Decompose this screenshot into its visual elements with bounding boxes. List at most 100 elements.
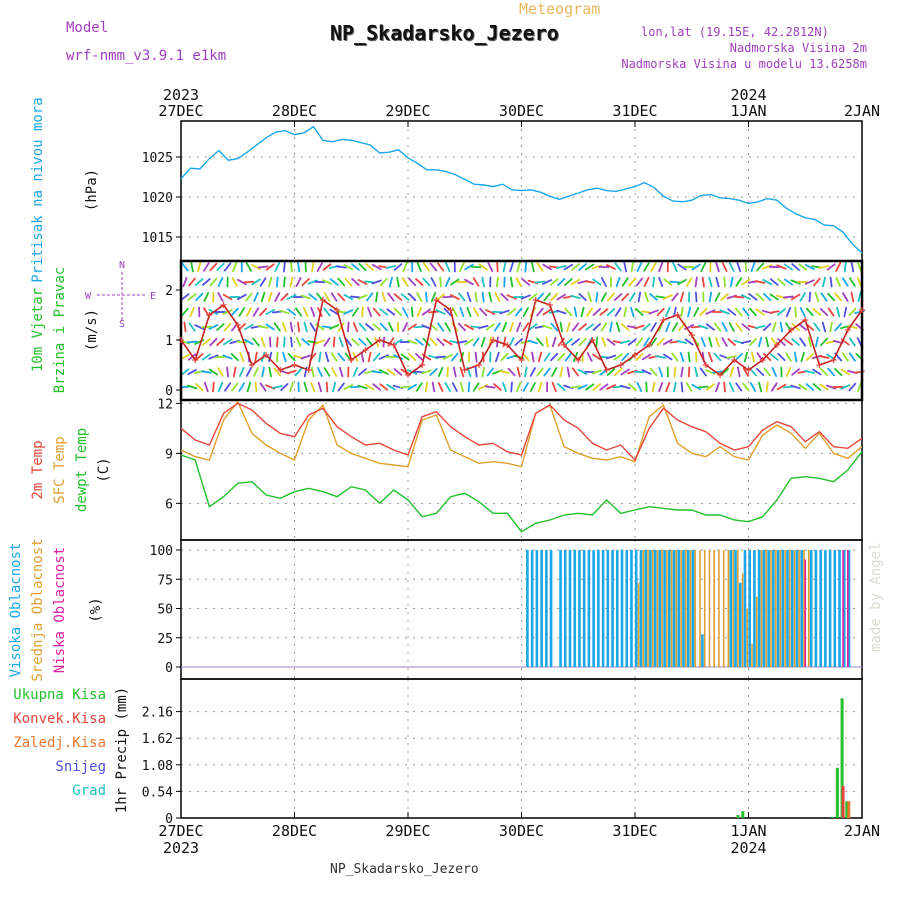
wind-arrow — [350, 295, 361, 299]
wind-arrow — [791, 368, 801, 376]
wind-arrow — [777, 278, 786, 286]
cloud-axis-label-high: Visoka Oblacnost — [8, 543, 24, 678]
altitude-label: Nadmorska Visina 2m — [729, 41, 867, 55]
wind-arrow — [273, 322, 281, 332]
wind-arrow — [252, 307, 260, 317]
wind-arrow — [818, 265, 830, 269]
wind-arrow — [776, 383, 787, 391]
wind-arrow — [591, 369, 602, 375]
precip-axis-label: 1hr Precip (mm) — [114, 687, 130, 813]
wind-arrow — [613, 293, 623, 301]
wind-arrow — [351, 278, 360, 286]
wind-arrow — [188, 277, 196, 287]
wind-arrow — [222, 354, 233, 360]
wind-arrow — [245, 307, 252, 317]
wind-arrow — [793, 351, 798, 363]
compass-w-label: W — [85, 291, 92, 302]
wind-arrow — [531, 261, 535, 273]
wind-arrow — [437, 382, 444, 392]
wind-arrow — [311, 366, 315, 378]
wind-arrow — [254, 351, 258, 363]
wind-arrow — [676, 340, 688, 344]
wind-arrow — [443, 307, 452, 317]
wind-arrow — [804, 370, 816, 374]
wind-arrow — [843, 306, 848, 318]
cloud-axis-label-mid: Srednja Oblacnost — [30, 538, 46, 681]
wind-speed-marker — [702, 362, 709, 368]
wind-arrow — [230, 352, 239, 362]
wind-arrow — [459, 381, 464, 393]
wind-arrow — [698, 324, 709, 330]
wind-arrow — [442, 295, 454, 299]
wind-arrow — [658, 261, 664, 273]
wind-arrow — [635, 352, 644, 362]
wind-arrow — [203, 292, 210, 302]
wind-arrow — [486, 367, 494, 377]
wind-arrow — [297, 261, 301, 273]
wind-arrow — [442, 354, 453, 360]
wind-speed-marker — [362, 347, 369, 353]
wind-arrow — [641, 353, 652, 361]
wind-arrow — [381, 291, 387, 303]
wind-arrow — [413, 325, 425, 329]
wind-arrow — [705, 383, 715, 391]
wind-arrow — [280, 292, 289, 302]
wind-arrow — [805, 383, 815, 391]
wind-arrow — [422, 337, 431, 347]
model-altitude-label: Nadmorska Visina u modelu 13.6258m — [621, 57, 867, 71]
wind-arrow — [387, 292, 395, 302]
wind-arrow — [643, 262, 650, 272]
wind-arrow — [287, 352, 296, 362]
top-day-label: 31DEC — [612, 102, 657, 120]
wind-arrow — [201, 338, 211, 346]
wind-speed-marker — [348, 357, 355, 363]
wind-arrow — [415, 382, 423, 392]
temp-tick-label: 9 — [165, 447, 173, 462]
wind-arrow — [655, 355, 667, 359]
wind-arrow — [203, 381, 209, 393]
wind-arrow — [245, 367, 252, 377]
wind-arrow — [337, 292, 346, 302]
wind-arrow — [500, 352, 509, 362]
wind-arrow — [679, 291, 685, 303]
wind-arrow — [790, 279, 801, 285]
wind-arrow — [230, 307, 239, 317]
wind-speed-marker — [220, 302, 227, 308]
wind-arrow — [721, 322, 728, 332]
wind-arrow — [680, 366, 684, 378]
wind-arrow — [217, 292, 224, 302]
wind-arrow — [843, 261, 847, 273]
wind-arrow — [534, 280, 546, 284]
wind-arrow — [224, 382, 232, 392]
wind-arrow — [804, 279, 815, 285]
wind-arrow — [223, 262, 232, 272]
wind-arrow — [790, 293, 801, 301]
wind-arrow — [467, 381, 471, 393]
wind-arrow — [416, 306, 422, 318]
wind-speed-marker — [859, 307, 865, 313]
wind-arrow — [720, 293, 729, 301]
wind-arrow — [365, 292, 374, 302]
wind-arrow — [758, 336, 763, 348]
wind-arrow — [708, 276, 713, 288]
wind-arrow — [721, 337, 728, 347]
wind-arrow — [343, 384, 354, 390]
wind-arrow — [556, 264, 567, 270]
wind-arrow — [814, 291, 820, 303]
wind-arrow — [481, 291, 485, 303]
wind-arrow — [630, 261, 634, 273]
wind-arrow — [337, 382, 345, 392]
precip-legend-entry: Zaledj.Kisa — [13, 735, 106, 751]
wind-arrow — [827, 292, 836, 302]
wind-arrow — [783, 385, 794, 389]
wind-arrow — [217, 367, 224, 377]
wind-arrow — [665, 381, 671, 393]
wind-arrow — [595, 336, 599, 348]
wind-arrow — [400, 353, 410, 361]
wind-arrow — [379, 277, 388, 287]
top-day-label: 1JAN — [730, 102, 766, 120]
wind-speed-marker — [717, 372, 724, 378]
wind-arrow — [825, 384, 837, 390]
wind-arrow — [776, 308, 786, 316]
wind-arrow — [279, 309, 290, 315]
